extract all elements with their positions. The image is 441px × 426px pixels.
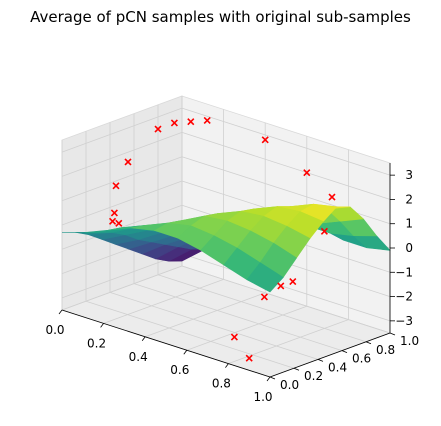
x-tick-mark xyxy=(59,310,62,314)
x-tick-mark xyxy=(142,337,145,341)
y-tick-label: 1.0 xyxy=(400,334,419,348)
x-tick-label: 1.0 xyxy=(253,390,272,404)
chart-title: Average of pCN samples with original sub… xyxy=(0,8,441,26)
x-tick-label: 0.4 xyxy=(129,350,148,364)
z-tick-label: 1 xyxy=(405,217,413,231)
z-tick-label: 0 xyxy=(405,241,413,255)
x-tick-mark xyxy=(184,350,187,354)
x-tick-label: 0.6 xyxy=(170,363,189,377)
x-tick-mark xyxy=(267,377,270,381)
z-tick-label: −3 xyxy=(395,314,413,328)
y-tick-mark xyxy=(366,342,371,344)
y-tick-mark xyxy=(318,359,323,361)
z-tick-label: 3 xyxy=(405,168,413,182)
y-tick-mark xyxy=(342,351,347,353)
x-tick-label: 0.8 xyxy=(212,377,231,391)
y-tick-mark xyxy=(270,377,275,379)
y-tick-label: 0.0 xyxy=(280,378,299,392)
y-tick-label: 0.8 xyxy=(376,343,395,357)
y-tick-label: 0.4 xyxy=(328,360,347,374)
y-tick-label: 0.6 xyxy=(352,352,371,366)
x-tick-label: 0.0 xyxy=(45,323,64,337)
x-tick-label: 0.2 xyxy=(87,336,106,350)
z-tick-label: −2 xyxy=(395,290,413,304)
x-tick-mark xyxy=(225,364,228,368)
y-tick-label: 0.2 xyxy=(304,369,323,383)
z-tick-label: −1 xyxy=(395,265,413,279)
y-tick-mark xyxy=(294,368,299,370)
y-tick-mark xyxy=(390,333,395,335)
x-tick-mark xyxy=(101,323,104,327)
z-tick-label: 2 xyxy=(405,192,413,206)
